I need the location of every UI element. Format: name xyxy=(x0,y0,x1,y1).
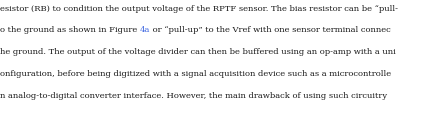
Text: esistor (RB) to condition the output voltage of the RPTF sensor. The bias resist: esistor (RB) to condition the output vol… xyxy=(0,5,397,13)
Text: onfiguration, before being digitized with a signal acquisition device such as a : onfiguration, before being digitized wit… xyxy=(0,70,390,78)
Text: he ground. The output of the voltage divider can then be buffered using an op-am: he ground. The output of the voltage div… xyxy=(0,48,395,56)
Text: 4a: 4a xyxy=(140,26,150,34)
Text: n analog-to-digital converter interface. However, the main drawback of using suc: n analog-to-digital converter interface.… xyxy=(0,91,386,99)
Text: or “pull-up” to the Vref with one sensor terminal connec: or “pull-up” to the Vref with one sensor… xyxy=(150,26,390,34)
Text: o the ground as shown in Figure: o the ground as shown in Figure xyxy=(0,26,140,34)
